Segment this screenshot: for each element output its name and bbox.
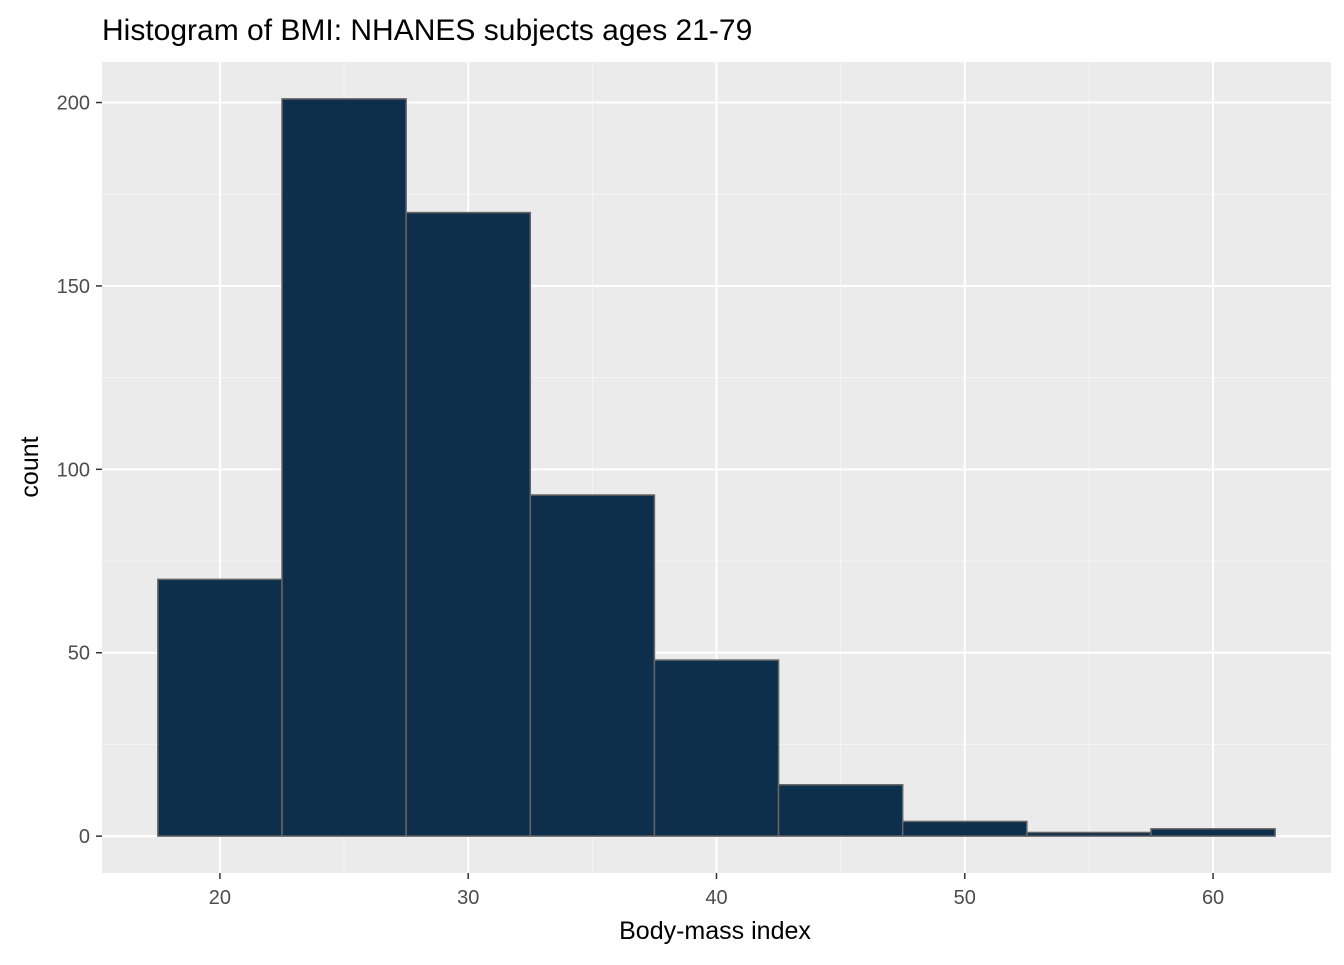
histogram-bar [777, 784, 904, 837]
x-tick-label: 20 [209, 887, 231, 909]
y-axis-title: count [16, 436, 44, 497]
x-tick-label: 40 [705, 887, 727, 909]
histogram-bar [901, 820, 1028, 837]
histogram-bar [405, 211, 532, 837]
y-tick-label: 0 [79, 826, 90, 848]
y-axis: 0 50 100 150 200 [57, 93, 102, 848]
histogram-bar [1026, 831, 1152, 837]
histogram-bar [1150, 828, 1276, 837]
histogram-bar [653, 659, 780, 837]
histogram-bars [157, 98, 1276, 837]
x-tick-label: 50 [954, 887, 976, 909]
y-tick-label: 50 [68, 643, 90, 665]
x-axis-title: Body-mass index [619, 917, 811, 945]
chart-title: Histogram of BMI: NHANES subjects ages 2… [102, 14, 752, 47]
histogram-bar [529, 494, 656, 837]
y-tick-label: 100 [57, 459, 90, 481]
y-tick-label: 150 [57, 276, 90, 298]
x-tick-label: 30 [457, 887, 479, 909]
histogram-bar [281, 98, 407, 837]
x-tick-label: 60 [1202, 887, 1224, 909]
y-tick-label: 200 [57, 93, 90, 115]
x-axis: 20 30 40 50 60 [209, 873, 1224, 909]
histogram-bar [157, 578, 283, 837]
